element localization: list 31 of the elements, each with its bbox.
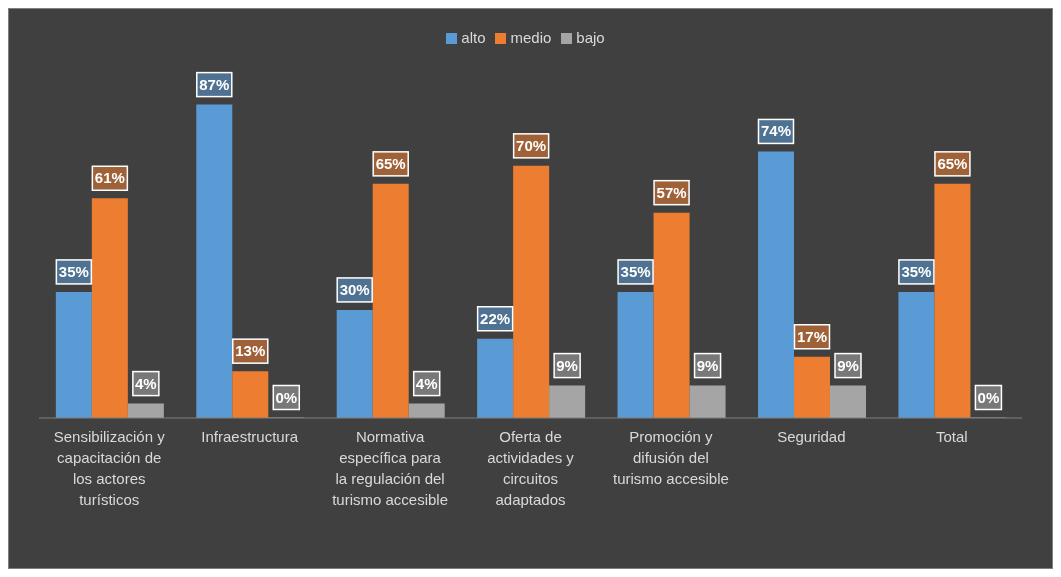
legend-label: bajo <box>576 29 605 46</box>
data-label: 35% <box>620 262 651 280</box>
data-label: 30% <box>339 280 370 298</box>
data-label: 4% <box>135 374 157 392</box>
data-label: 65% <box>937 154 968 172</box>
data-label: 9% <box>696 356 719 374</box>
data-label: 61% <box>94 169 125 187</box>
data-label: 87% <box>199 75 230 93</box>
data-label: 35% <box>901 262 932 280</box>
legend-label: medio <box>510 29 552 46</box>
data-label: 70% <box>516 136 547 154</box>
x-tick-label: Sensibilización y capacitación de los actores turísticos <box>53 428 166 508</box>
data-label: 17% <box>796 327 828 345</box>
data-label: 35% <box>58 262 89 280</box>
legend-label: alto <box>461 29 486 46</box>
data-label: 65% <box>375 154 406 172</box>
data-label: 9% <box>837 356 859 374</box>
data-label: 0% <box>977 388 1000 406</box>
x-tick-label: Seguridad <box>777 428 846 445</box>
data-label: 0% <box>275 388 298 406</box>
data-label: 74% <box>760 122 792 140</box>
data-label: 9% <box>556 356 578 374</box>
data-label: 22% <box>480 309 511 327</box>
x-tick-label: Infraestructura <box>201 428 299 445</box>
data-label: 13% <box>235 342 266 360</box>
x-tick-label: Oferta de actividades y circuitos adaptados <box>487 428 575 508</box>
data-label: 4% <box>415 374 438 392</box>
x-tick-label: Total <box>935 428 968 445</box>
data-label: 57% <box>656 183 687 201</box>
x-tick-label: Normativa específica para la regulación del turismo accesible <box>332 428 449 508</box>
x-tick-label: Promoción y difusión del turismo accesible <box>612 428 729 487</box>
